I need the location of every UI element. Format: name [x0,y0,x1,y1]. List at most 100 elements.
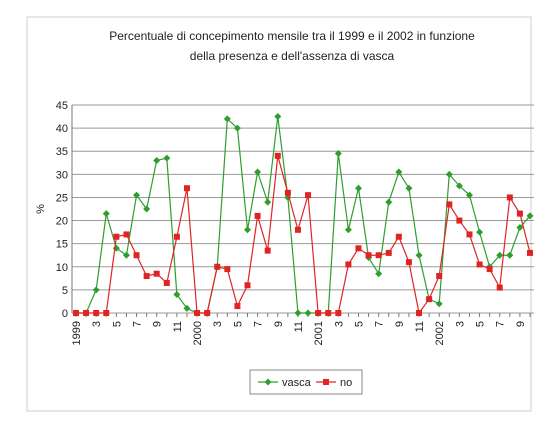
x-tick-label: 7 [132,321,144,327]
x-tick-label: 3 [91,321,103,327]
point [233,124,241,132]
x-tick-label: 5 [111,321,123,327]
point [274,152,281,159]
x-tick-label: 5 [353,321,365,327]
point [416,310,423,316]
x-tick-label: 2000 [192,321,204,345]
y-tick-label: 30 [56,169,68,181]
point [385,198,393,206]
x-tick-label: 11 [293,321,305,332]
x-tick-label: 1999 [71,321,83,345]
point [304,309,312,317]
x-tick-label: 3 [454,321,466,327]
legend-label: no [340,377,352,389]
point [264,198,272,206]
y-tick-label: 10 [56,262,68,274]
point [73,310,79,316]
point [92,286,100,294]
point [223,115,231,123]
point [426,296,433,303]
y-tick-label: 15 [56,239,68,251]
y-tick-label: 0 [62,308,68,320]
x-tick-label: 7 [253,321,265,327]
point [122,251,130,259]
point [385,249,392,256]
point [445,170,453,178]
point [375,270,383,278]
chart-title: Percentuale di concepimento mensile tra … [109,29,475,43]
point [163,279,170,286]
point [254,212,261,219]
x-tick-label: 11 [414,321,426,332]
point [93,310,100,316]
point [465,191,473,199]
point [214,263,221,270]
x-tick-label: 5 [232,321,244,327]
point [395,233,402,240]
series-line [76,155,531,315]
point [173,291,181,299]
point [405,259,412,266]
point [133,252,140,259]
point [103,310,110,316]
point [436,273,443,280]
point [526,212,534,220]
point [496,251,504,259]
point [345,261,352,268]
chart-frame [26,16,532,412]
point [294,226,301,233]
x-tick-label: 11 [172,321,184,332]
x-tick-label: 7 [495,321,507,327]
point [476,228,484,236]
x-tick-label: 5 [475,321,487,327]
x-tick-label: 2001 [313,321,325,345]
point [395,168,403,176]
point [315,310,322,316]
point [102,210,110,218]
point [486,266,493,273]
x-tick-label: 9 [152,321,164,327]
point [446,201,453,208]
point [264,247,271,254]
point [325,310,332,316]
point [506,251,514,259]
point [415,251,423,259]
point [476,261,483,268]
y-tick-label: 35 [56,146,68,158]
point [516,210,523,217]
point [153,156,161,164]
y-tick-label: 40 [56,123,68,135]
point [244,226,252,234]
point [143,205,151,213]
point [305,192,312,199]
point [284,189,291,196]
y-axis-label: % [35,204,47,214]
point [234,303,241,310]
x-tick-label: 9 [394,321,406,327]
x-tick-label: 2002 [434,321,446,345]
point [405,184,413,192]
point [163,154,171,162]
point [365,252,372,259]
point [204,310,211,316]
x-tick-label: 9 [515,321,527,327]
point [435,300,443,308]
legend-label: vasca [282,377,312,389]
point [355,245,362,252]
point [335,310,342,316]
point [113,233,120,240]
point [466,231,473,238]
point [375,252,382,259]
point [516,223,524,231]
point [224,266,231,273]
point [183,304,191,312]
point [455,182,463,190]
legend-marker [323,379,329,385]
point [143,273,150,280]
point [133,191,141,199]
point [354,184,362,192]
x-tick-label: 3 [333,321,345,327]
x-tick-label: 9 [273,321,285,327]
y-tick-label: 5 [62,285,68,297]
